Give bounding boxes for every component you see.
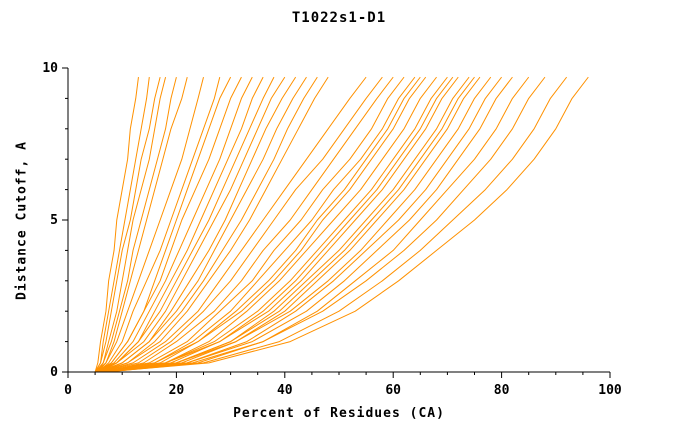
model-curve [100, 76, 297, 373]
model-curve [97, 76, 329, 373]
model-curve [105, 76, 568, 373]
model-curve [105, 76, 502, 373]
model-curve [103, 76, 416, 373]
model-curve [94, 77, 139, 373]
y-tick-label: 10 [42, 61, 58, 76]
model-curve [94, 76, 286, 373]
model-curve [100, 76, 427, 373]
x-tick-label: 100 [598, 383, 622, 398]
model-curve [97, 76, 167, 373]
y-tick-label: 0 [50, 365, 58, 380]
model-curve [97, 76, 188, 373]
x-tick-label: 0 [64, 383, 72, 398]
x-tick-label: 60 [385, 383, 401, 398]
model-curve [100, 76, 459, 373]
model-curve [103, 76, 589, 373]
model-curve [94, 76, 204, 373]
chart-title: T1022s1-D1 [291, 10, 387, 26]
model-curve [97, 76, 307, 373]
model-curve [105, 76, 454, 373]
model-curve [97, 76, 221, 373]
y-tick-label: 5 [50, 213, 58, 228]
x-tick-label: 80 [494, 383, 510, 398]
x-tick-label: 40 [277, 383, 293, 398]
x-tick-label: 20 [169, 383, 185, 398]
model-curve [94, 76, 177, 373]
model-curve [94, 77, 150, 373]
model-curve [103, 76, 513, 373]
model-curve [105, 76, 437, 373]
model-curve [100, 76, 318, 373]
model-curve [94, 76, 161, 373]
model-curve [97, 76, 275, 373]
model-curve [103, 76, 394, 373]
model-curve [97, 76, 242, 373]
model-curve [100, 76, 383, 373]
model-curve [100, 76, 405, 373]
y-axis-label: Distance Cutoff, A [14, 141, 30, 300]
model-curve [94, 76, 253, 373]
x-axis-label: Percent of Residues (CA) [233, 406, 445, 421]
model-curve [100, 76, 546, 373]
model-curve [100, 76, 492, 373]
model-curve [103, 76, 448, 373]
model-curve [100, 76, 367, 373]
model-curve [103, 76, 475, 373]
